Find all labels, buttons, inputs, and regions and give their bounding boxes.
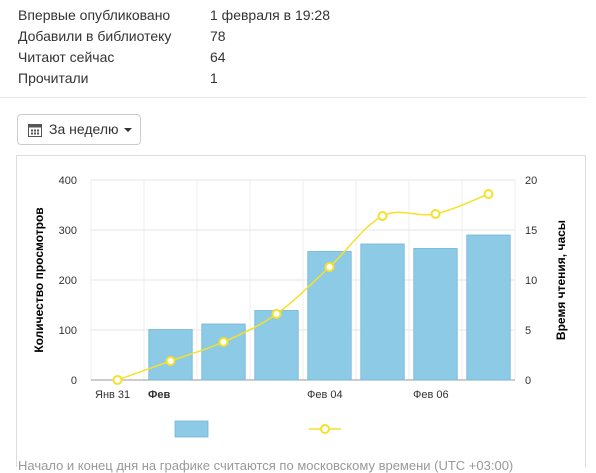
line-point bbox=[165, 356, 176, 366]
stat-row: Добавили в библиотеку 78 bbox=[18, 26, 578, 47]
legend-bar-swatch bbox=[174, 420, 209, 438]
line-point bbox=[483, 189, 494, 199]
y-right-tick-label: 15 bbox=[525, 225, 537, 237]
timezone-footnote: Начало и конец дня на графике считаются … bbox=[18, 458, 514, 473]
bar bbox=[307, 251, 352, 381]
bar bbox=[201, 323, 246, 381]
stat-value: 1 bbox=[210, 70, 218, 86]
x-tick-label: Фев 06 bbox=[413, 389, 449, 401]
stat-label: Прочитали bbox=[18, 70, 89, 86]
calendar-icon bbox=[28, 123, 42, 140]
line-point bbox=[112, 375, 123, 385]
reading-time-line bbox=[117, 193, 489, 381]
stat-row: Прочитали 1 bbox=[18, 68, 578, 89]
stat-row: Впервые опубликовано 1 февраля в 19:28 bbox=[18, 5, 578, 26]
bar bbox=[254, 310, 299, 381]
bar bbox=[413, 248, 458, 381]
period-dropdown-button[interactable]: За неделю bbox=[17, 114, 141, 145]
chart-container: 0 100 200 300 400 0 5 10 15 20 Янв 31 Фев Фев 04 Фев … bbox=[16, 155, 586, 467]
y-left-tick-label: 200 bbox=[59, 275, 77, 287]
y-right-axis-title: Время чтения, часы bbox=[554, 220, 568, 340]
line-point bbox=[324, 262, 335, 272]
y-left-axis-title: Количество просмотров bbox=[32, 207, 46, 352]
x-tick-label: Янв 31 bbox=[95, 389, 130, 401]
line-point bbox=[271, 309, 282, 319]
bar bbox=[360, 243, 405, 381]
views-chart: 0 100 200 300 400 0 5 10 15 20 Янв 31 Фев Фев 04 Фев … bbox=[32, 175, 568, 438]
line-point bbox=[430, 209, 441, 219]
y-right-tick-label: 5 bbox=[525, 325, 531, 337]
divider bbox=[0, 97, 586, 98]
line-point bbox=[377, 211, 388, 221]
bar bbox=[466, 234, 511, 381]
line-point bbox=[218, 337, 229, 347]
y-right-tick-label: 0 bbox=[525, 375, 531, 387]
y-left-tick-label: 300 bbox=[59, 225, 77, 237]
y-left-tick-label: 0 bbox=[71, 375, 77, 387]
stat-label: Читают сейчас bbox=[18, 49, 115, 65]
period-label: За неделю bbox=[49, 121, 119, 137]
y-right-tick-label: 10 bbox=[525, 275, 537, 287]
bar bbox=[148, 329, 193, 381]
chevron-down-icon bbox=[124, 128, 132, 132]
stat-label: Добавили в библиотеку bbox=[18, 28, 172, 44]
x-tick-label: Фев 04 bbox=[307, 389, 343, 401]
y-right-tick-label: 20 bbox=[525, 175, 537, 187]
stat-row: Читают сейчас 64 bbox=[18, 47, 578, 68]
stat-value: 1 февраля в 19:28 bbox=[210, 7, 330, 23]
stat-value: 64 bbox=[210, 49, 226, 65]
stat-label: Впервые опубликовано bbox=[18, 7, 171, 23]
legend-line-marker bbox=[320, 424, 330, 434]
y-left-tick-label: 100 bbox=[59, 325, 77, 337]
stat-value: 78 bbox=[210, 28, 226, 44]
x-tick-label: Фев bbox=[148, 389, 171, 401]
publication-stats: Впервые опубликовано 1 февраля в 19:28 Доб… bbox=[18, 5, 578, 89]
y-left-tick-label: 400 bbox=[59, 175, 77, 187]
